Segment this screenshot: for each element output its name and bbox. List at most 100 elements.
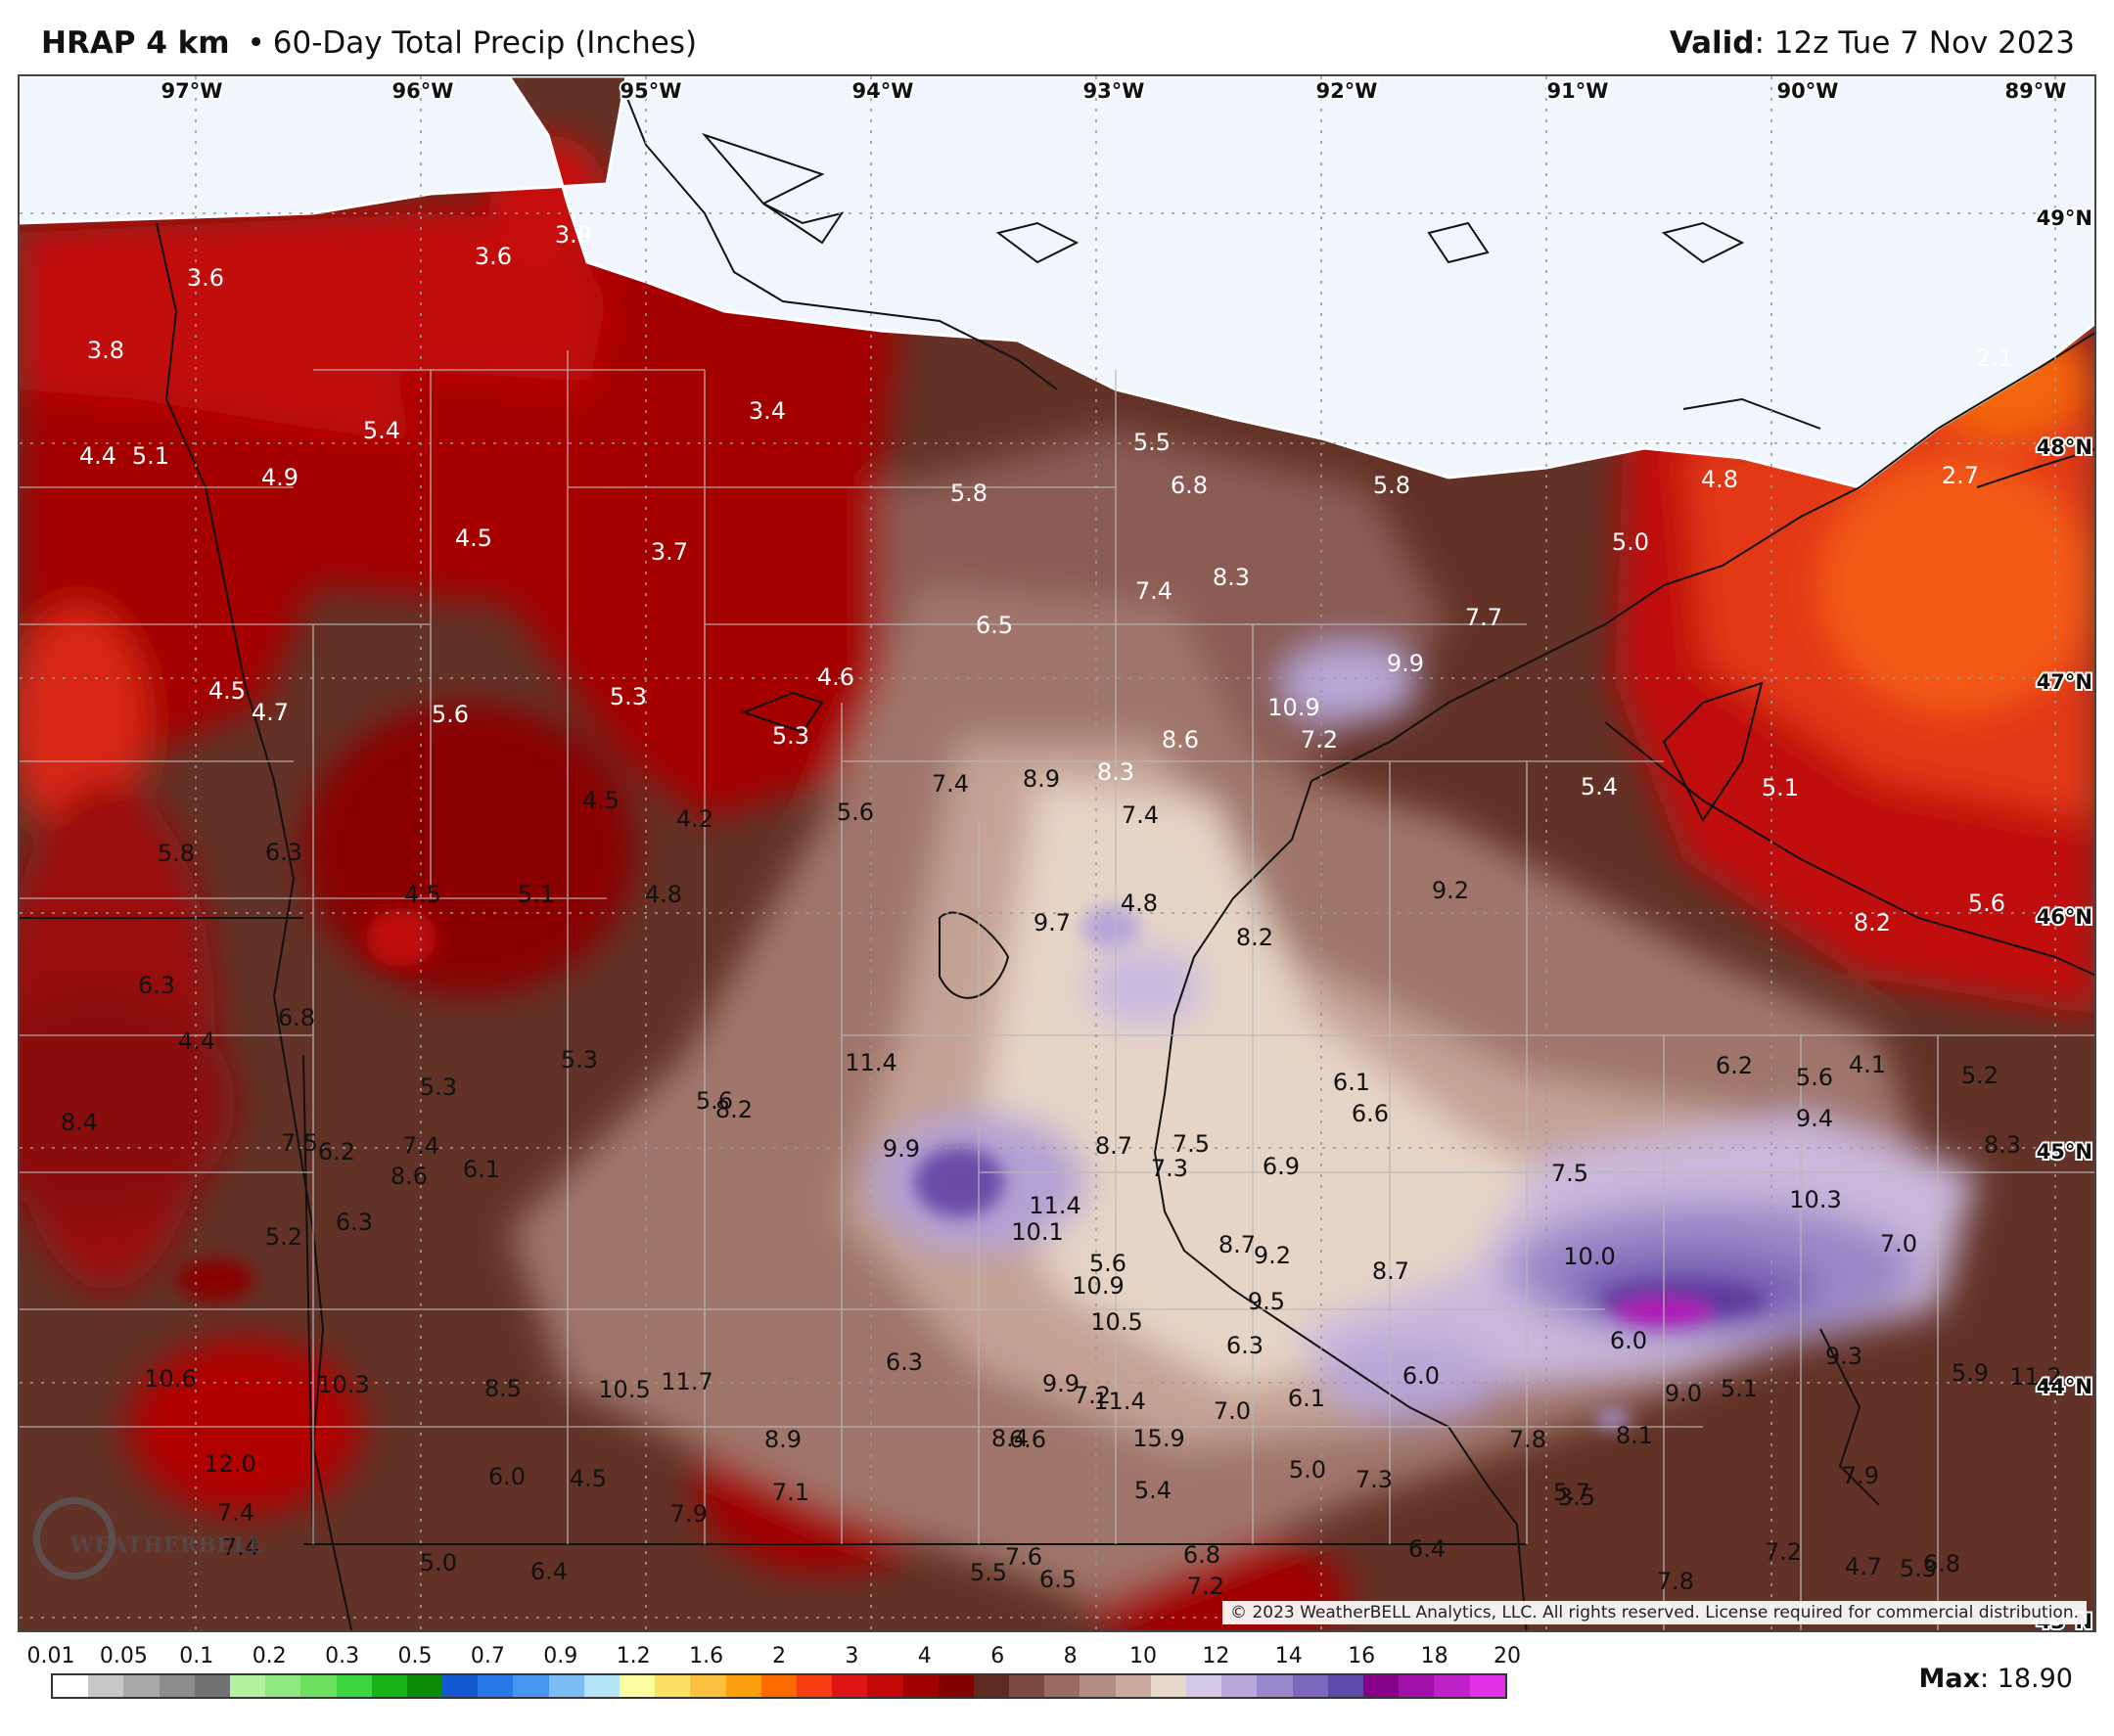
legend-color-swatch (1115, 1675, 1151, 1697)
max-label: Max (1918, 1664, 1981, 1694)
precip-value-label: 4.8 (1701, 466, 1738, 493)
max-number: : 18.90 (1980, 1664, 2073, 1694)
precip-value-label: 15.9 (1132, 1425, 1184, 1452)
precip-value-label: 10.9 (1267, 694, 1319, 721)
legend-color-swatch (796, 1675, 833, 1697)
precip-value-label: 6.3 (138, 972, 175, 999)
legend-color-swatch (760, 1675, 797, 1697)
legend-tick-label: 0.9 (543, 1644, 578, 1668)
legend-color-swatch (1257, 1675, 1293, 1697)
legend-color-swatch (229, 1675, 266, 1697)
legend-tick-label: 8 (1063, 1644, 1078, 1668)
precip-value-label: 5.9 (1952, 1359, 1989, 1387)
precip-value-label: 7.2 (20, 76, 38, 82)
precip-value-label: 7.0 (1880, 1230, 1917, 1257)
precip-value-label: 7.8 (1509, 1426, 1546, 1453)
precip-map[interactable]: 97°W 96°W 95°W 94°W 93°W 92°W 91°W 90°W 89°W 49°… (18, 74, 2096, 1632)
legend-color-swatch (973, 1675, 1010, 1697)
precip-value-label: 6.8 (1171, 472, 1208, 499)
precip-value-label: 6.6 (1009, 1426, 1046, 1453)
legend-color-swatch (300, 1675, 337, 1697)
precip-value-label: 7.5 (281, 1129, 318, 1157)
precip-value-label: 7.9 (1842, 1462, 1879, 1489)
precip-value-label: 8.3 (1213, 564, 1250, 591)
precip-value-label: 11.4 (1029, 1192, 1080, 1219)
legend-color-swatch (1327, 1675, 1363, 1697)
precip-value-label: 7.2 (1187, 1573, 1224, 1600)
legend-color-swatch (1292, 1675, 1328, 1697)
precip-value-label: 8.7 (1095, 1132, 1132, 1160)
precip-value-label: 5.0 (1289, 1456, 1326, 1484)
precip-value-label: 6.4 (530, 1558, 568, 1585)
precip-value-label: 6.1 (463, 1156, 500, 1183)
legend-color-swatch (442, 1675, 479, 1697)
precip-value-label: 12.0 (204, 1450, 255, 1478)
precip-value-label: 7.0 (1214, 1397, 1251, 1425)
precip-value-label: 9.9 (883, 1135, 920, 1163)
precip-value-label: 10.6 (144, 1365, 196, 1393)
precip-value-label: 8.4 (61, 1109, 98, 1136)
precip-value-label: 7.4 (1135, 577, 1172, 605)
legend-tick-label: 0.2 (252, 1644, 287, 1668)
legend-color-swatch (1469, 1675, 1505, 1697)
precip-value-label: 8.2 (715, 1096, 753, 1123)
precip-value-label: 7.3 (1356, 1466, 1393, 1493)
legend-tick-label: 0.3 (325, 1644, 360, 1668)
precip-value-label: 4.1 (1849, 1051, 1886, 1078)
precip-value-label: 5.3 (561, 1046, 598, 1074)
max-value: Max: 18.90 (1919, 1664, 2074, 1694)
precip-value-label: 7.5 (1172, 1130, 1210, 1158)
station-values: 3.63.63.93.84.4 5.14.95.44.53.43.75.56.85… (20, 76, 2062, 1600)
precip-value-label: 8.6 (1162, 726, 1199, 754)
precip-value-label: 4.4 (20, 76, 38, 82)
precip-value-label: 7.9 (670, 1500, 708, 1528)
precip-value-label: 4.2 (676, 805, 713, 833)
precip-value-label: 8.2 (1854, 909, 1891, 937)
longitude-label: 95°W (620, 79, 682, 103)
valid-value: : 12z Tue 7 Nov 2023 (1754, 25, 2076, 61)
precip-value-label: 8.1 (1616, 1422, 1653, 1449)
precip-value-label: 9.4 (1796, 1105, 1833, 1132)
copyright-notice: © 2023 WeatherBELL Analytics, LLC. All r… (1222, 1601, 2087, 1624)
legend-color-swatch (867, 1675, 903, 1697)
valid-label: Valid (1669, 25, 1755, 61)
precip-value-label: 5.0 (1612, 528, 1649, 556)
precip-value-label: 4.4 (79, 442, 116, 470)
precip-value-label: 5.0 (420, 1549, 457, 1576)
precip-value-label: 7.1 (772, 1479, 809, 1506)
precip-value-label: 4.8 (645, 881, 682, 908)
legend-color-swatch (88, 1675, 124, 1697)
logo-text: WEATHERBELL (70, 1532, 264, 1557)
precip-value-label: 6.8 (278, 1004, 315, 1031)
latitude-label: 47°N (2037, 670, 2092, 694)
precip-value-label: 4.4 (178, 1028, 215, 1055)
legend-color-swatch (478, 1675, 514, 1697)
legend-color-swatch (938, 1675, 974, 1697)
precip-value-label: 5.4 (363, 417, 400, 444)
precip-value-label: 6.3 (886, 1348, 923, 1376)
legend-tick-label: 1.6 (689, 1644, 724, 1668)
precip-value-label: 3.6 (475, 243, 512, 270)
longitude-label: 90°W (1777, 79, 1839, 103)
precip-value-label: 5.5 (970, 1559, 1007, 1586)
precip-value-label: 7.8 (1657, 1568, 1694, 1595)
precip-value-label: 9.9 (1042, 1370, 1080, 1397)
legend-colorbar (51, 1673, 1507, 1699)
precip-value-label: 6.4 (1408, 1535, 1446, 1563)
precip-value-label: 7.6 (20, 76, 38, 82)
legend-color-swatch (1221, 1675, 1258, 1697)
legend-color-swatch (265, 1675, 301, 1697)
precip-value-label: 11.4 (845, 1049, 896, 1076)
precip-value-label: 5.1 (132, 442, 169, 470)
latitude-label: 45°N (2037, 1140, 2092, 1164)
precip-value-label: 2.1 (1976, 344, 2013, 372)
longitude-label: 97°W (161, 79, 223, 103)
map-title: HRAP 4 km • 60-Day Total Precip (Inches) (41, 25, 697, 61)
precip-value-label: 4.9 (261, 464, 299, 491)
legend-color-swatch (1399, 1675, 1435, 1697)
precip-value-label: 3.6 (187, 264, 224, 292)
precip-value-label: 7.3 (20, 76, 38, 82)
precip-value-label: 6.0 (1610, 1327, 1647, 1354)
precip-value-label: 7.2 (1765, 1538, 1802, 1566)
valid-time: Valid: 12z Tue 7 Nov 2023 (1670, 25, 2075, 61)
